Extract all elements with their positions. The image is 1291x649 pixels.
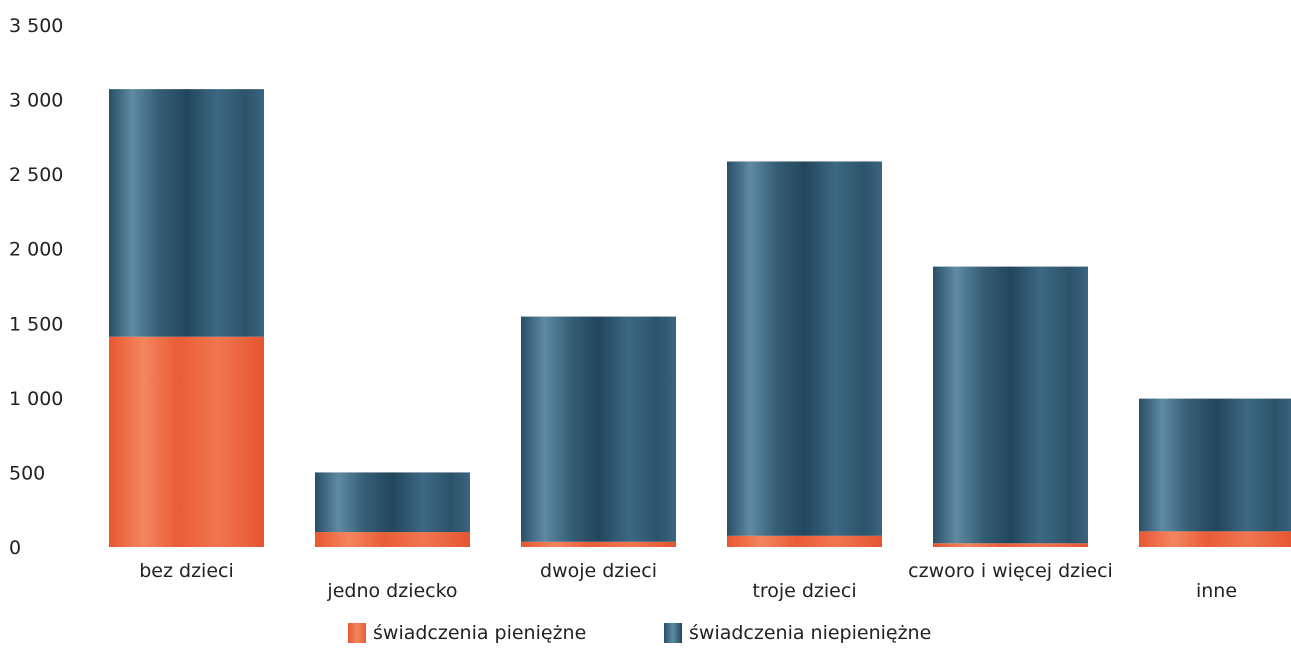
y-tick-label: 2 500 xyxy=(9,164,63,186)
y-tick-label: 0 xyxy=(9,537,21,559)
bar-segment-cash xyxy=(933,543,1088,547)
legend-item-noncash: świadczenia niepieniężne xyxy=(664,622,931,644)
x-category-label: jedno dziecko xyxy=(326,580,457,602)
legend-swatch-noncash xyxy=(664,623,682,643)
bar-segment-noncash xyxy=(109,89,264,337)
legend: świadczenia pieniężne świadczenia niepie… xyxy=(0,622,1291,648)
x-category-label: inne xyxy=(1196,580,1237,602)
bar-segment-cash xyxy=(1139,531,1291,547)
y-tick-label: 3 000 xyxy=(9,90,63,112)
x-category-label: bez dzieci xyxy=(139,560,234,582)
bar-segment-noncash xyxy=(521,316,676,542)
y-tick-label: 1 000 xyxy=(9,388,63,410)
legend-label-noncash: świadczenia niepieniężne xyxy=(689,622,932,644)
bar-segment-noncash xyxy=(727,161,882,536)
bar-segment-cash xyxy=(109,336,264,547)
y-tick-label: 1 500 xyxy=(9,313,63,335)
legend-label-cash: świadczenia pieniężne xyxy=(373,622,587,644)
x-category-label: czworo i więcej dzieci xyxy=(908,560,1113,582)
x-category-label: troje dzieci xyxy=(752,580,856,602)
bar-segment-cash xyxy=(727,535,882,547)
bar-segment-noncash xyxy=(933,266,1088,544)
y-tick-label: 3 500 xyxy=(9,15,63,37)
y-tick-label: 500 xyxy=(9,462,45,484)
bar-segment-cash xyxy=(521,541,676,547)
x-category-label: dwoje dzieci xyxy=(540,560,657,582)
x-axis: bez dzieci jedno dziecko dwoje dzieci troje… xyxy=(139,560,1237,602)
y-axis: 0 500 1 000 1 500 2 000 2 500 3 000 3 500 xyxy=(9,15,63,559)
bar-segment-cash xyxy=(315,532,470,547)
y-tick-label: 2 000 xyxy=(9,239,63,261)
bars xyxy=(109,89,1291,547)
legend-item-cash: świadczenia pieniężne xyxy=(348,622,586,644)
bar-segment-noncash xyxy=(1139,398,1291,532)
bar-segment-noncash xyxy=(315,472,470,533)
legend-swatch-cash xyxy=(348,623,366,643)
